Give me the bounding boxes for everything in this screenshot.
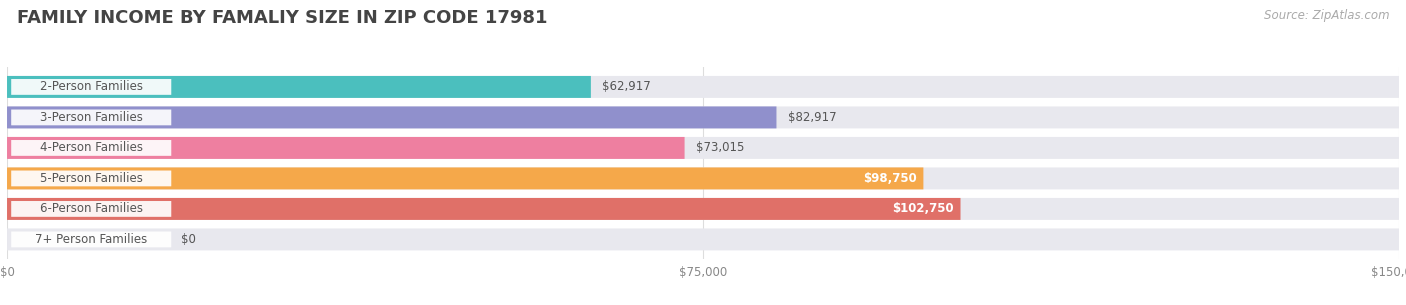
Text: $62,917: $62,917 — [602, 81, 651, 93]
FancyBboxPatch shape — [7, 198, 1399, 220]
FancyBboxPatch shape — [7, 106, 1399, 128]
Text: 2-Person Families: 2-Person Families — [39, 81, 143, 93]
FancyBboxPatch shape — [7, 167, 1399, 189]
FancyBboxPatch shape — [11, 79, 172, 95]
FancyBboxPatch shape — [7, 198, 960, 220]
FancyBboxPatch shape — [7, 167, 924, 189]
Text: FAMILY INCOME BY FAMALIY SIZE IN ZIP CODE 17981: FAMILY INCOME BY FAMALIY SIZE IN ZIP COD… — [17, 9, 547, 27]
Text: 7+ Person Families: 7+ Person Families — [35, 233, 148, 246]
Text: 5-Person Families: 5-Person Families — [39, 172, 142, 185]
Text: $0: $0 — [181, 233, 195, 246]
Text: $82,917: $82,917 — [787, 111, 837, 124]
FancyBboxPatch shape — [11, 201, 172, 217]
Text: $73,015: $73,015 — [696, 142, 744, 154]
FancyBboxPatch shape — [7, 76, 591, 98]
FancyBboxPatch shape — [11, 109, 172, 125]
Text: 6-Person Families: 6-Person Families — [39, 203, 143, 215]
Text: $102,750: $102,750 — [891, 203, 953, 215]
FancyBboxPatch shape — [7, 76, 1399, 98]
FancyBboxPatch shape — [7, 106, 776, 128]
FancyBboxPatch shape — [11, 231, 172, 247]
FancyBboxPatch shape — [7, 137, 1399, 159]
FancyBboxPatch shape — [11, 170, 172, 186]
Text: 4-Person Families: 4-Person Families — [39, 142, 143, 154]
FancyBboxPatch shape — [7, 228, 1399, 250]
FancyBboxPatch shape — [11, 140, 172, 156]
Text: 3-Person Families: 3-Person Families — [39, 111, 142, 124]
FancyBboxPatch shape — [7, 137, 685, 159]
Text: Source: ZipAtlas.com: Source: ZipAtlas.com — [1264, 9, 1389, 22]
Text: $98,750: $98,750 — [863, 172, 917, 185]
